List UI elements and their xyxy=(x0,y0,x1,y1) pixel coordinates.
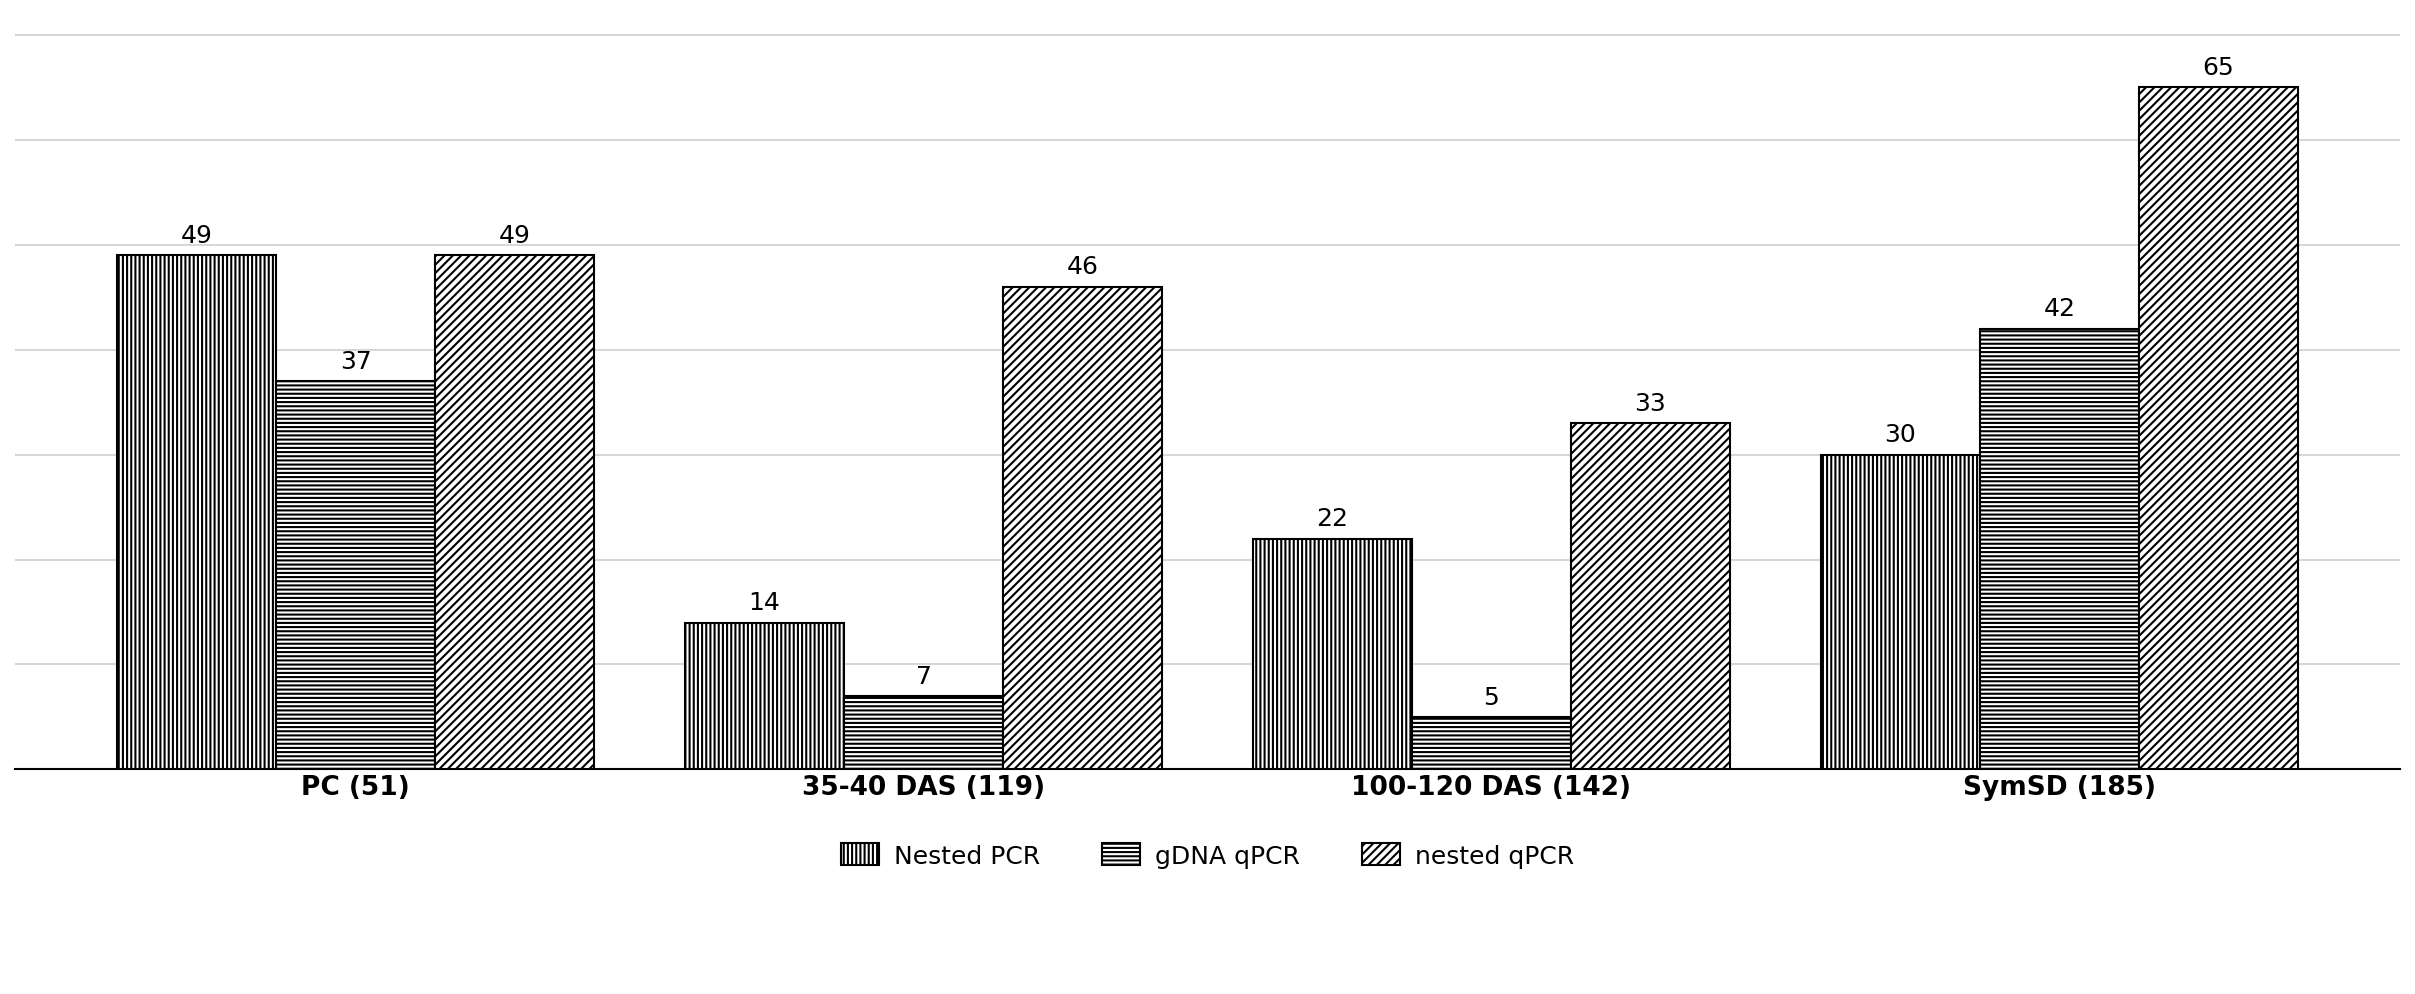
Text: 30: 30 xyxy=(1884,422,1915,447)
Text: 46: 46 xyxy=(1067,255,1099,279)
Bar xyxy=(1253,539,1413,769)
Bar xyxy=(2140,88,2297,769)
Text: 5: 5 xyxy=(1483,685,1500,709)
Bar xyxy=(1821,455,1980,769)
Bar xyxy=(845,696,1002,769)
Text: 65: 65 xyxy=(2202,56,2234,80)
Text: 14: 14 xyxy=(749,590,780,614)
Bar xyxy=(1980,329,2140,769)
Bar xyxy=(435,256,594,769)
Legend: Nested PCR, gDNA qPCR, nested qPCR: Nested PCR, gDNA qPCR, nested qPCR xyxy=(831,833,1584,878)
Bar xyxy=(1002,287,1162,769)
Bar xyxy=(118,256,275,769)
Bar xyxy=(275,382,435,769)
Text: 49: 49 xyxy=(181,224,213,248)
Text: 37: 37 xyxy=(341,350,372,374)
Text: 7: 7 xyxy=(915,664,932,688)
Bar xyxy=(1413,718,1570,769)
Bar xyxy=(686,623,845,769)
Bar xyxy=(1570,423,1729,769)
Text: 49: 49 xyxy=(500,224,531,248)
Text: 33: 33 xyxy=(1635,392,1666,415)
Text: 42: 42 xyxy=(2043,297,2074,321)
Text: 22: 22 xyxy=(1316,507,1348,531)
